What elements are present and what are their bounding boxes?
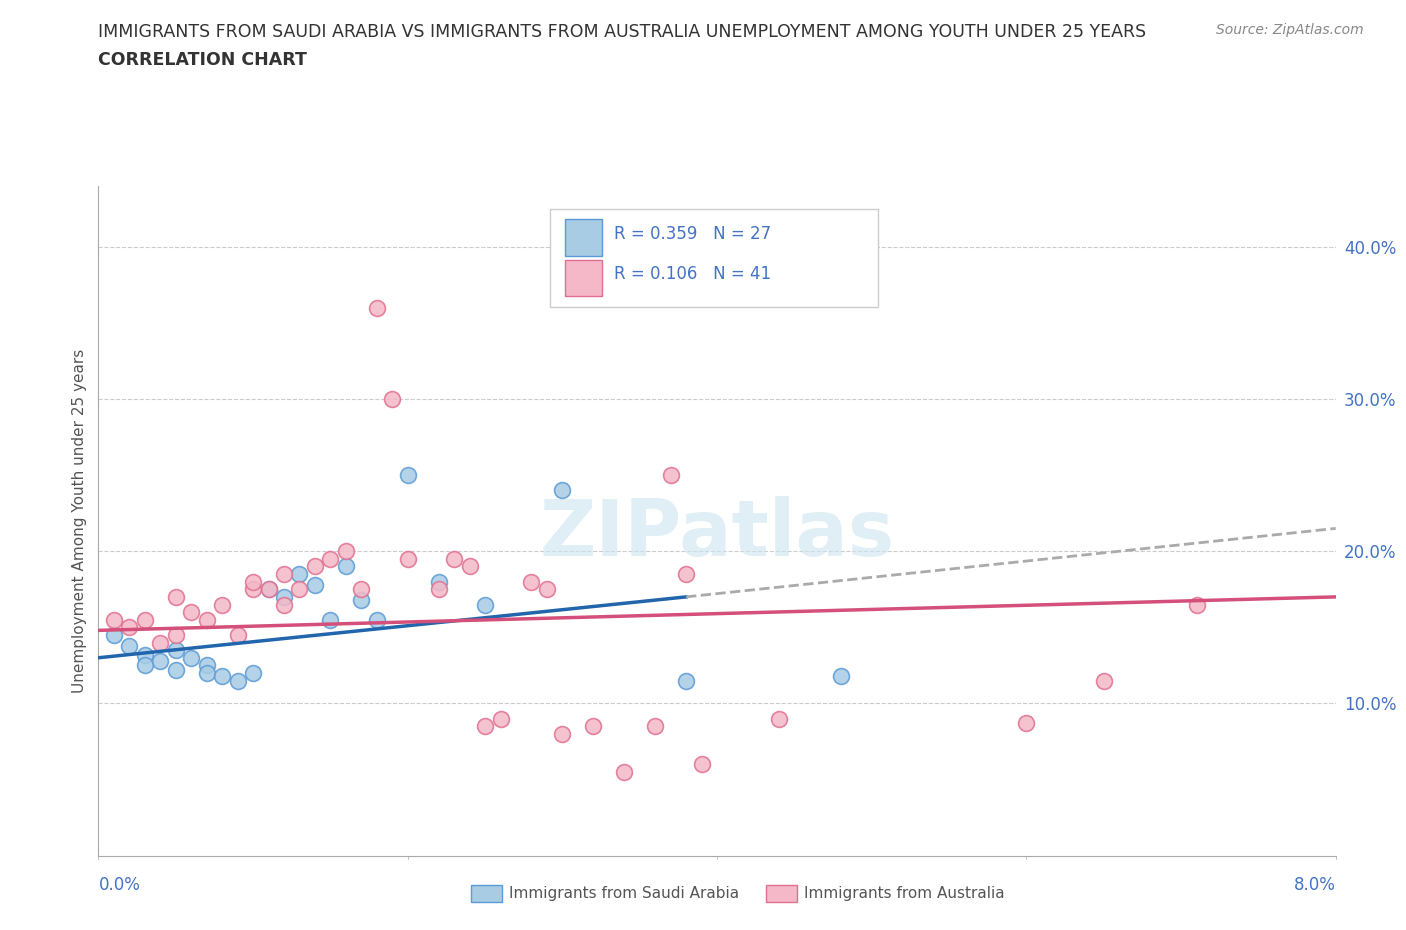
Point [226, 673, 249, 688]
Point [304, 559, 326, 574]
Point [489, 711, 512, 726]
Point [675, 673, 697, 688]
Point [149, 635, 172, 650]
Text: ZIPatlas: ZIPatlas [540, 497, 894, 572]
Point [180, 604, 202, 619]
Point [134, 647, 156, 662]
Bar [565, 259, 602, 297]
Point [242, 574, 264, 589]
Point [211, 597, 233, 612]
Point [582, 719, 605, 734]
Point [273, 566, 295, 581]
Point [520, 574, 543, 589]
Point [118, 638, 141, 653]
Point [242, 666, 264, 681]
Point [613, 764, 636, 779]
Point [118, 620, 141, 635]
Text: R = 0.359   N = 27: R = 0.359 N = 27 [614, 225, 772, 243]
Point [474, 597, 496, 612]
Point [134, 612, 156, 627]
Point [536, 582, 558, 597]
Point [257, 582, 280, 597]
Point [103, 628, 125, 643]
Point [768, 711, 790, 726]
Point [1185, 597, 1208, 612]
Text: IMMIGRANTS FROM SAUDI ARABIA VS IMMIGRANTS FROM AUSTRALIA UNEMPLOYMENT AMONG YOU: IMMIGRANTS FROM SAUDI ARABIA VS IMMIGRAN… [98, 23, 1146, 41]
Text: R = 0.106   N = 41: R = 0.106 N = 41 [614, 265, 772, 283]
Point [396, 551, 419, 566]
FancyBboxPatch shape [550, 209, 877, 307]
Point [366, 300, 388, 315]
Point [427, 582, 450, 597]
Point [1015, 716, 1038, 731]
Point [211, 669, 233, 684]
Point [242, 582, 264, 597]
Point [180, 650, 202, 665]
Point [551, 483, 574, 498]
Point [134, 658, 156, 672]
Point [273, 590, 295, 604]
Point [165, 628, 187, 643]
Text: Immigrants from Saudi Arabia: Immigrants from Saudi Arabia [509, 886, 740, 901]
Point [288, 566, 311, 581]
Point [443, 551, 465, 566]
Point [366, 612, 388, 627]
Point [149, 654, 172, 669]
Point [1092, 673, 1115, 688]
Bar [565, 219, 602, 257]
Point [474, 719, 496, 734]
Point [644, 719, 666, 734]
Point [690, 757, 713, 772]
Point [165, 643, 187, 658]
Point [396, 468, 419, 483]
Point [195, 666, 218, 681]
Point [350, 592, 373, 607]
Point [335, 559, 357, 574]
Point [226, 628, 249, 643]
Point [427, 574, 450, 589]
Text: 0.0%: 0.0% [98, 876, 141, 894]
Point [319, 612, 342, 627]
Point [659, 468, 682, 483]
Point [195, 612, 218, 627]
Text: Source: ZipAtlas.com: Source: ZipAtlas.com [1216, 23, 1364, 37]
Point [335, 544, 357, 559]
Point [273, 597, 295, 612]
Point [304, 578, 326, 592]
Y-axis label: Unemployment Among Youth under 25 years: Unemployment Among Youth under 25 years [72, 349, 87, 693]
Point [381, 392, 404, 406]
Point [830, 669, 852, 684]
Point [257, 582, 280, 597]
Point [103, 612, 125, 627]
Point [551, 726, 574, 741]
Text: CORRELATION CHART: CORRELATION CHART [98, 51, 308, 69]
Point [675, 566, 697, 581]
Point [195, 658, 218, 672]
Point [165, 662, 187, 677]
Text: 8.0%: 8.0% [1294, 876, 1336, 894]
Point [458, 559, 481, 574]
Text: Immigrants from Australia: Immigrants from Australia [804, 886, 1005, 901]
Point [350, 582, 373, 597]
Point [165, 590, 187, 604]
Point [288, 582, 311, 597]
Point [319, 551, 342, 566]
